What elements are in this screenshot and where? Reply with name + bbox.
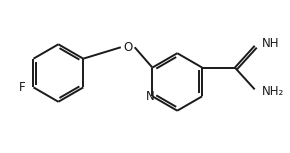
Text: O: O xyxy=(123,41,132,54)
Text: F: F xyxy=(19,81,26,94)
Text: N: N xyxy=(146,90,155,103)
Text: NH: NH xyxy=(262,37,279,50)
Text: NH₂: NH₂ xyxy=(262,85,284,98)
